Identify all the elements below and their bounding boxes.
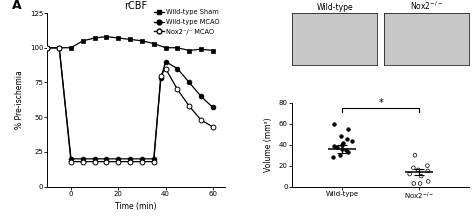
- Point: [336, 153, 344, 157]
- Point: [330, 144, 337, 148]
- Point: [334, 145, 341, 149]
- Point: [329, 156, 337, 159]
- Point: [424, 164, 431, 167]
- Point: [410, 166, 417, 169]
- Point: [348, 139, 356, 142]
- Text: *: *: [378, 98, 383, 108]
- Point: [343, 138, 350, 141]
- Y-axis label: Volume (mm³): Volume (mm³): [264, 117, 273, 172]
- Point: [418, 174, 425, 178]
- Text: A: A: [12, 0, 22, 12]
- Point: [424, 180, 432, 183]
- Point: [338, 143, 346, 146]
- Title: rCBF: rCBF: [125, 1, 147, 11]
- Point: [339, 141, 346, 144]
- Y-axis label: % Pre-ischemia: % Pre-ischemia: [15, 71, 24, 129]
- Point: [344, 127, 352, 131]
- Point: [416, 182, 424, 185]
- Point: [414, 168, 422, 172]
- Legend: Wild-type Sham, Wild-type MCAO, Nox2⁻/⁻ MCAO: Wild-type Sham, Wild-type MCAO, Nox2⁻/⁻ …: [154, 9, 220, 35]
- Point: [342, 148, 349, 152]
- Point: [337, 135, 345, 138]
- Point: [410, 182, 418, 185]
- Point: [345, 150, 352, 154]
- Point: [424, 169, 432, 173]
- Point: [406, 172, 413, 176]
- Point: [411, 153, 419, 157]
- X-axis label: Time (min): Time (min): [115, 202, 157, 211]
- Title: Nox2$^{-/-}$: Nox2$^{-/-}$: [410, 0, 443, 12]
- Title: Wild-type: Wild-type: [316, 3, 353, 12]
- Point: [330, 122, 337, 125]
- Point: [338, 147, 346, 151]
